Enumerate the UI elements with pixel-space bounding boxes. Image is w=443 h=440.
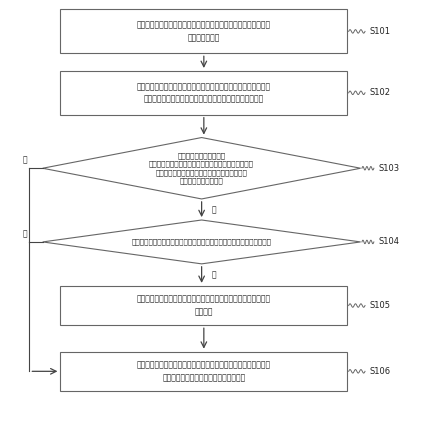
- Bar: [60, 352, 347, 391]
- Polygon shape: [43, 220, 361, 264]
- Text: 根据烟火识别结果判断发
生火灾，且利用目标检测算法检测火蔻位置的周围存在
目标物体时，判断目标物体与火蔻位置点的距离
是否小于预设距离阈值: 根据烟火识别结果判断发 生火灾，且利用目标检测算法检测火蔻位置的周围存在 目标物…: [149, 152, 254, 184]
- Text: 读取古建筑的视频流，通过帧间差分法得到视频流中的视频图像帧
的前景图像区域: 读取古建筑的视频流，通过帧间差分法得到视频流中的视频图像帧 的前景图像区域: [137, 21, 271, 42]
- Text: S105: S105: [369, 301, 390, 310]
- Text: 若目标物体与火蔻位置点的距离小于预设距离阈值，则判定火灾是否受控: 若目标物体与火蔻位置点的距离小于预设距离阈值，则判定火灾是否受控: [132, 238, 272, 245]
- Text: 若判定火灾受控，则基于火蔻位置在古建筑的视频流显示界面添加
第一标记: 若判定火灾受控，则基于火蔻位置在古建筑的视频流显示界面添加 第一标记: [137, 295, 271, 316]
- Text: S102: S102: [369, 88, 390, 97]
- Bar: [60, 10, 347, 53]
- Text: 计算前景累积图像，并对前景累积图像进行分块得到多个图像块；
基于图像块进行烟火识别，得到视频图像帧的烟火识别结果: 计算前景累积图像，并对前景累积图像进行分块得到多个图像块； 基于图像块进行烟火识…: [137, 82, 271, 103]
- Text: 否: 否: [23, 230, 27, 238]
- Text: S103: S103: [378, 164, 400, 173]
- Text: 是: 是: [211, 270, 216, 279]
- Text: S104: S104: [378, 238, 399, 246]
- Text: S101: S101: [369, 27, 390, 36]
- Text: S106: S106: [369, 367, 391, 376]
- Bar: [60, 71, 347, 115]
- Text: 是: 是: [211, 205, 216, 214]
- Text: 否: 否: [23, 156, 27, 165]
- Bar: [60, 286, 347, 325]
- Polygon shape: [43, 138, 361, 199]
- Text: 若判定火灾不受控，则基于火蔻位置在古建筑的视频流显示界面添
加第二标记，并控制报警器发出报警信号: 若判定火灾不受控，则基于火蔻位置在古建筑的视频流显示界面添 加第二标记，并控制报…: [137, 360, 271, 382]
